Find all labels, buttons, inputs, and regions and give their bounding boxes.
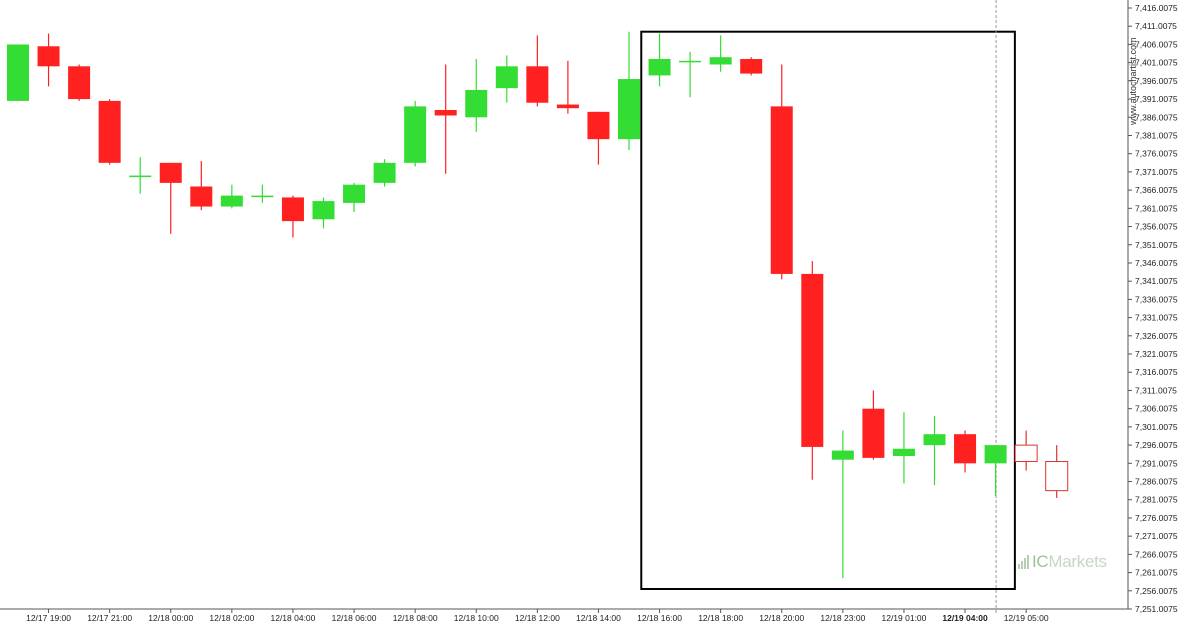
candle-body <box>129 175 152 178</box>
candle-body <box>526 66 549 103</box>
candle-body <box>770 106 793 274</box>
y-tick-label: 7,291.0075 <box>1135 458 1178 468</box>
y-tick-label: 7,406.0075 <box>1135 39 1178 49</box>
y-tick-label: 7,346.0075 <box>1135 258 1178 268</box>
candle-body <box>618 79 640 140</box>
y-tick-label: 7,271.0075 <box>1135 531 1178 541</box>
y-tick-label: 7,396.0075 <box>1135 76 1178 86</box>
x-tick-label: 12/18 23:00 <box>820 613 865 623</box>
candle-body <box>587 111 610 140</box>
y-tick-label: 7,316.0075 <box>1135 367 1178 377</box>
y-tick-label: 7,336.0075 <box>1135 294 1178 304</box>
candle-body <box>312 201 335 220</box>
candle-body <box>37 46 60 67</box>
y-tick-label: 7,371.0075 <box>1135 167 1178 177</box>
y-tick-label: 7,251.0075 <box>1135 604 1178 614</box>
y-tick-label: 7,391.0075 <box>1135 94 1178 104</box>
x-tick-label: 12/17 19:00 <box>26 613 71 623</box>
candle-body <box>404 106 427 163</box>
candle-body <box>159 162 182 183</box>
y-tick-label: 7,306.0075 <box>1135 404 1178 414</box>
candle-body <box>862 408 885 458</box>
y-tick-label: 7,401.0075 <box>1135 58 1178 68</box>
x-tick-label: 12/18 06:00 <box>332 613 377 623</box>
y-tick-label: 7,296.0075 <box>1135 440 1178 450</box>
y-tick-label: 7,331.0075 <box>1135 313 1178 323</box>
projected-candle-body <box>1045 461 1069 492</box>
candle-body <box>556 104 579 109</box>
x-tick-label: 12/18 16:00 <box>637 613 682 623</box>
watermark-text: www.autochartist.com <box>1128 37 1138 126</box>
candle-body <box>892 448 915 457</box>
candle-body <box>343 184 366 203</box>
candle-body <box>709 57 732 65</box>
candle-body <box>7 44 29 101</box>
x-tick-label: 12/18 04:00 <box>270 613 315 623</box>
pattern-highlight-box <box>640 30 1016 590</box>
candle-body <box>831 450 854 460</box>
y-tick-label: 7,311.0075 <box>1135 385 1177 395</box>
candle-body <box>801 273 824 447</box>
candle-body <box>984 445 1007 464</box>
candle-body <box>190 186 213 207</box>
y-tick-label: 7,286.0075 <box>1135 477 1178 487</box>
projected-candle-body <box>1014 444 1038 463</box>
candle-body <box>251 195 274 198</box>
logo-text: ICMarkets <box>1032 552 1107 571</box>
candle-body <box>281 197 304 222</box>
candle-body <box>648 59 671 76</box>
y-tick-label: 7,361.0075 <box>1135 203 1178 213</box>
y-tick-label: 7,351.0075 <box>1135 240 1178 250</box>
candle-body <box>465 89 488 118</box>
candle-body <box>68 66 91 100</box>
y-tick-label: 7,261.0075 <box>1135 568 1178 578</box>
logo-bars-icon <box>1018 555 1029 569</box>
candle-body <box>954 434 977 464</box>
y-tick-label: 7,321.0075 <box>1135 349 1178 359</box>
y-tick-label: 7,281.0075 <box>1135 495 1178 505</box>
x-tick-label: 12/19 04:00 <box>942 613 988 623</box>
x-tick-label: 12/18 08:00 <box>393 613 438 623</box>
x-tick-label: 12/18 00:00 <box>148 613 193 623</box>
candle-body <box>740 59 763 74</box>
candle-body <box>923 434 946 446</box>
candle-body <box>434 110 457 116</box>
y-tick-label: 7,256.0075 <box>1135 586 1178 596</box>
y-tick-label: 7,411.0075 <box>1135 21 1177 31</box>
candle-body <box>679 60 702 63</box>
candle-body <box>98 100 121 163</box>
y-tick-label: 7,276.0075 <box>1135 513 1178 523</box>
y-tick-label: 7,356.0075 <box>1135 222 1178 232</box>
y-tick-label: 7,376.0075 <box>1135 149 1178 159</box>
x-tick-label: 12/17 21:00 <box>87 613 132 623</box>
x-tick-label: 12/19 05:00 <box>1004 613 1049 623</box>
y-tick-label: 7,266.0075 <box>1135 549 1178 559</box>
x-tick-label: 12/19 01:00 <box>881 613 926 623</box>
candle-body <box>373 162 396 183</box>
x-tick-label: 12/18 10:00 <box>454 613 499 623</box>
icmarkets-logo: ICMarkets <box>1018 552 1107 572</box>
y-tick-label: 7,386.0075 <box>1135 112 1178 122</box>
y-tick-label: 7,366.0075 <box>1135 185 1178 195</box>
x-tick-label: 12/18 14:00 <box>576 613 621 623</box>
y-tick-label: 7,341.0075 <box>1135 276 1178 286</box>
x-tick-label: 12/18 02:00 <box>209 613 254 623</box>
y-tick-label: 7,301.0075 <box>1135 422 1178 432</box>
candle-body <box>495 66 518 89</box>
x-tick-label: 12/18 20:00 <box>759 613 804 623</box>
x-tick-label: 12/18 12:00 <box>515 613 560 623</box>
y-tick-label: 7,326.0075 <box>1135 331 1178 341</box>
candle-body <box>220 195 243 207</box>
x-tick-label: 12/18 18:00 <box>698 613 743 623</box>
y-tick-label: 7,381.0075 <box>1135 130 1178 140</box>
y-tick-label: 7,416.0075 <box>1135 3 1178 13</box>
